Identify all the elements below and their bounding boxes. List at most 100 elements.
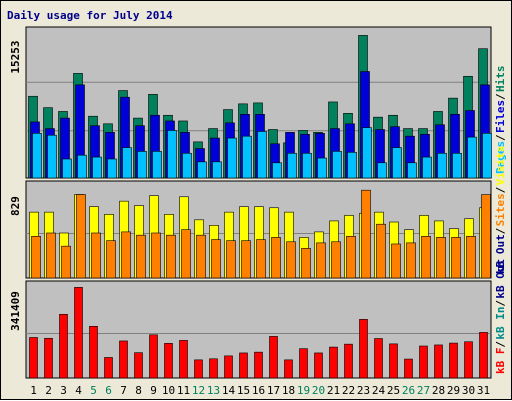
x-tick-day-22: 22	[342, 384, 355, 397]
bar-sites-day-18	[286, 241, 296, 279]
x-tick-day-4: 4	[75, 384, 82, 397]
ymax-label-top: 15253	[9, 40, 22, 73]
bar-sites-day-13	[211, 239, 221, 279]
bar-pages-day-22	[347, 152, 357, 179]
bar-sites-day-6	[106, 240, 116, 279]
legend-item-bottom-2: kB Out	[494, 259, 507, 299]
bar-sites-day-9	[151, 232, 161, 279]
bar-kb-f-day-16	[254, 351, 263, 379]
bar-kb-f-day-9	[149, 334, 158, 379]
bar-sites-day-12	[196, 234, 206, 279]
bar-pages-day-26	[407, 162, 417, 179]
bar-sites-day-19	[301, 248, 311, 279]
bar-sites-day-24	[376, 223, 386, 279]
bar-pages-day-4	[77, 154, 87, 179]
x-tick-day-21: 21	[327, 384, 340, 397]
bar-kb-f-day-20	[314, 352, 323, 379]
bar-sites-day-25	[391, 243, 401, 279]
side-legend-middle: kB Out/Sites/Visits	[494, 146, 507, 274]
bar-kb-f-day-15	[239, 352, 248, 379]
bar-kb-f-day-25	[389, 343, 398, 379]
bar-sites-day-16	[256, 239, 266, 279]
bar-pages-day-19	[302, 152, 312, 179]
x-tick-day-15: 15	[237, 384, 250, 397]
bar-pages-day-20	[317, 157, 327, 179]
side-legend-bottom: kB F/kB In/kB Out	[494, 259, 507, 374]
x-tick-day-18: 18	[282, 384, 295, 397]
legend-item-bottom-0: kB F	[494, 348, 507, 375]
bar-pages-day-1	[32, 133, 42, 179]
legend-item-middle-1: Sites	[494, 193, 507, 226]
bar-kb-f-day-30	[464, 341, 473, 379]
x-tick-day-13: 13	[207, 384, 220, 397]
bar-sites-day-31	[481, 194, 491, 279]
bar-pages-day-24	[377, 162, 387, 179]
bar-sites-day-2	[46, 232, 56, 279]
bar-kb-f-day-12	[194, 359, 203, 379]
bar-kb-f-day-22	[344, 343, 353, 379]
bar-kb-f-day-17	[269, 336, 278, 379]
bar-pages-day-15	[242, 135, 252, 179]
x-tick-day-17: 17	[267, 384, 280, 397]
bar-pages-day-11	[182, 152, 192, 179]
bar-sites-day-15	[241, 240, 251, 279]
x-tick-day-30: 30	[462, 384, 475, 397]
bar-sites-day-3	[61, 245, 71, 279]
bar-pages-day-18	[287, 152, 297, 179]
bar-sites-day-7	[121, 231, 131, 279]
x-tick-day-8: 8	[135, 384, 142, 397]
bar-sites-day-22	[346, 235, 356, 279]
bar-kb-f-day-13	[209, 358, 218, 379]
bar-kb-f-day-14	[224, 355, 233, 379]
x-tick-day-2: 2	[45, 384, 52, 397]
legend-item-middle-2: Visits	[494, 146, 507, 186]
bar-pages-day-30	[467, 136, 477, 179]
x-tick-day-19: 19	[297, 384, 310, 397]
x-tick-day-29: 29	[447, 384, 460, 397]
legend-item-middle-0: kB Out	[494, 234, 507, 274]
bar-sites-day-14	[226, 240, 236, 279]
bar-kb-f-day-31	[479, 332, 488, 379]
x-tick-day-10: 10	[162, 384, 175, 397]
bar-kb-f-day-5	[89, 325, 98, 379]
bar-pages-day-31	[482, 133, 492, 179]
bar-kb-f-day-6	[104, 357, 113, 379]
x-tick-day-27: 27	[417, 384, 430, 397]
bar-sites-day-17	[271, 237, 281, 279]
bar-pages-day-5	[92, 156, 102, 179]
bar-sites-day-29	[451, 237, 461, 279]
legend-sep-top-1: /	[494, 134, 507, 141]
bar-pages-day-6	[107, 158, 117, 179]
bar-kb-f-day-29	[449, 342, 458, 379]
bar-pages-day-9	[152, 151, 162, 179]
bar-kb-f-day-2	[44, 337, 53, 379]
x-tick-day-1: 1	[30, 384, 37, 397]
legend-item-top-2: Hits	[494, 66, 507, 93]
legend-sep-bottom-1: /	[494, 341, 507, 348]
legend-sep-middle-2: /	[494, 186, 507, 193]
x-tick-day-7: 7	[120, 384, 127, 397]
bar-sites-day-10	[166, 234, 176, 279]
bar-sites-day-21	[331, 241, 341, 279]
bar-kb-f-day-8	[134, 352, 143, 379]
bar-kb-f-day-10	[164, 343, 173, 379]
bar-kb-f-day-7	[119, 340, 128, 379]
bar-pages-day-27	[422, 156, 432, 179]
x-tick-day-12: 12	[192, 384, 205, 397]
bar-kb-f-day-21	[329, 346, 338, 379]
x-tick-day-11: 11	[177, 384, 190, 397]
legend-item-bottom-1: kB In	[494, 306, 507, 339]
x-tick-day-9: 9	[150, 384, 157, 397]
legend-item-top-0: Pages	[494, 141, 507, 174]
x-tick-day-14: 14	[222, 384, 236, 397]
x-tick-day-31: 31	[477, 384, 490, 397]
x-tick-day-23: 23	[357, 384, 370, 397]
bar-kb-f-day-4	[74, 287, 83, 379]
bar-sites-day-4	[76, 194, 86, 279]
legend-sep-top-2: /	[494, 93, 507, 100]
bar-kb-f-day-18	[284, 359, 293, 379]
bar-pages-day-8	[137, 151, 147, 179]
bar-sites-day-20	[316, 242, 326, 279]
bar-pages-day-16	[257, 131, 267, 179]
